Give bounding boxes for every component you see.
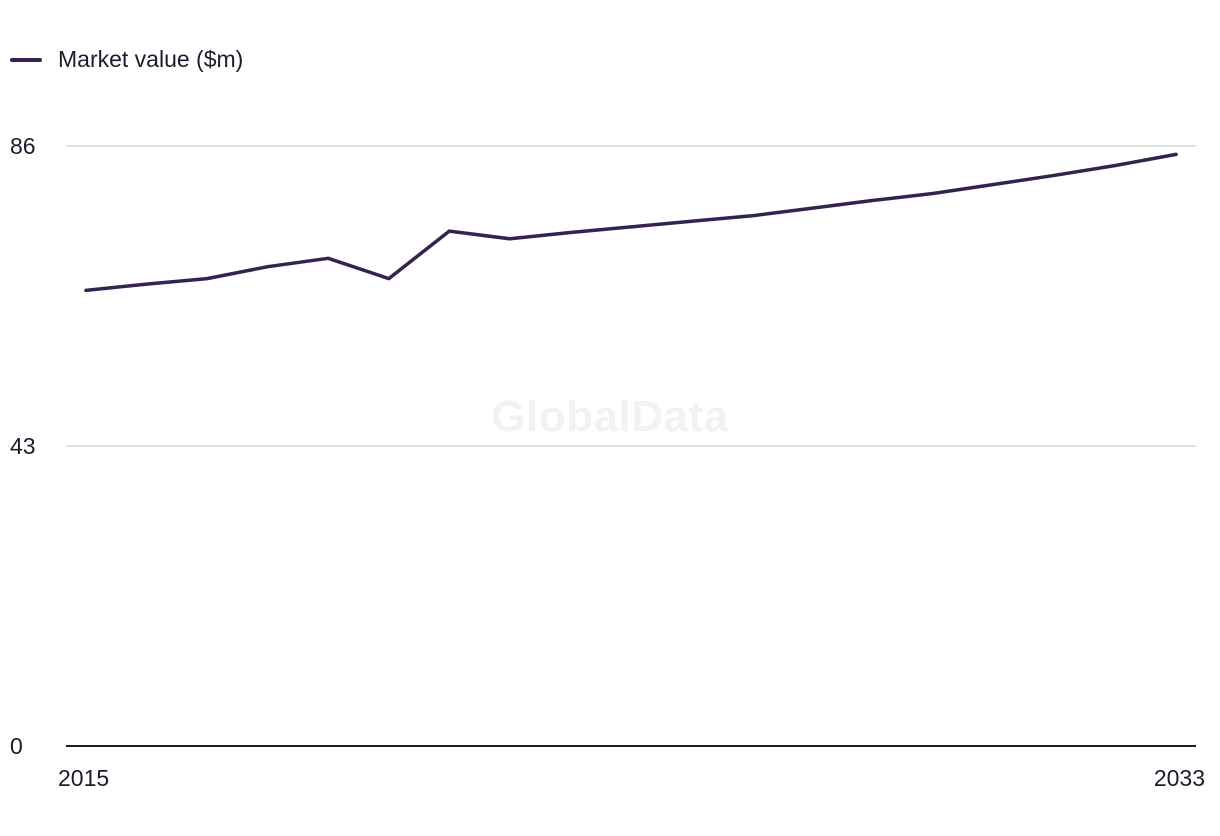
watermark-logo: GlobalData [491, 392, 729, 441]
series-line [84, 152, 1178, 293]
legend-swatch [10, 57, 42, 62]
y-tick-label: 43 [10, 433, 36, 459]
y-tick-label: 86 [10, 133, 36, 159]
x-tick-label: 2015 [58, 765, 109, 791]
x-tick-label: 2033 [1154, 765, 1205, 791]
y-tick-label: 0 [10, 733, 23, 759]
legend: Market value ($m) [10, 46, 243, 73]
legend-label: Market value ($m) [58, 46, 244, 72]
